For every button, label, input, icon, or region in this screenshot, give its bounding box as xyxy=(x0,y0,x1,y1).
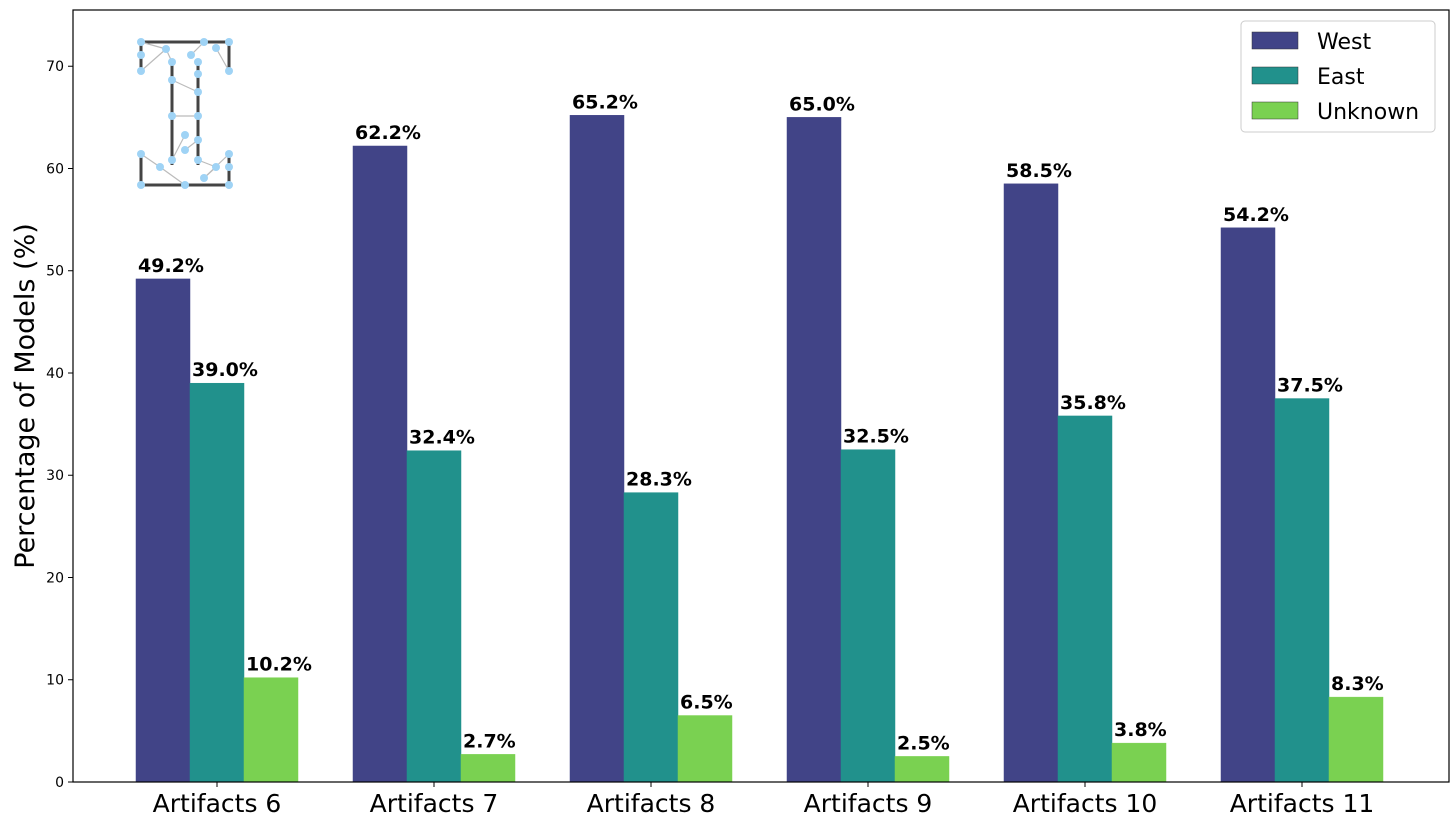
x-tick-label: Artifacts 7 xyxy=(370,789,499,818)
bar-unknown-1 xyxy=(243,677,299,783)
plot-frame xyxy=(72,9,1450,783)
bar-west-4 xyxy=(786,117,842,783)
bars-group xyxy=(135,115,1384,783)
bar-west-3 xyxy=(569,115,625,783)
data-labels-group: 49.2% 39.0% 10.2% 62.2% 32.4% 2.7% 65.2% 28.3% 6… xyxy=(138,91,1384,754)
x-tick-label: Artifacts 10 xyxy=(1013,789,1158,818)
bar-west-1 xyxy=(135,278,191,783)
y-tick-label: 0 xyxy=(55,775,64,791)
network-letter-i-logo xyxy=(137,38,233,189)
data-label: 6.5% xyxy=(680,692,733,714)
data-label: 49.2% xyxy=(138,255,204,277)
bar-east-3 xyxy=(623,492,679,783)
bar-east-1 xyxy=(189,382,245,783)
x-axis-ticks: Artifacts 6 Artifacts 7 Artifacts 8 Artifac… xyxy=(153,782,1375,818)
legend-swatch-west xyxy=(1251,31,1299,50)
data-label: 62.2% xyxy=(355,122,421,144)
legend-label-unknown: Unknown xyxy=(1317,100,1419,125)
data-label: 2.7% xyxy=(463,730,516,752)
bar-west-5 xyxy=(1003,183,1059,783)
data-label: 28.3% xyxy=(626,469,692,491)
y-tick-label: 40 xyxy=(46,366,64,382)
bar-east-5 xyxy=(1057,415,1113,783)
data-label: 37.5% xyxy=(1277,375,1343,397)
data-label: 8.3% xyxy=(1331,673,1384,695)
x-tick-label: Artifacts 9 xyxy=(804,789,933,818)
data-label: 58.5% xyxy=(1006,160,1072,182)
bar-west-6 xyxy=(1220,227,1276,783)
data-label: 39.0% xyxy=(192,359,258,381)
bar-west-2 xyxy=(352,145,408,783)
y-tick-label: 10 xyxy=(46,673,64,689)
legend-swatch-east xyxy=(1251,66,1299,85)
y-axis-title: Percentage of Models (%) xyxy=(10,223,41,569)
x-tick-label: Artifacts 11 xyxy=(1230,789,1375,818)
legend: West East Unknown xyxy=(1240,20,1436,133)
data-label: 54.2% xyxy=(1223,204,1289,226)
legend-label-east: East xyxy=(1317,65,1365,90)
y-tick-label: 60 xyxy=(46,161,64,177)
x-tick-label: Artifacts 6 xyxy=(153,789,282,818)
bar-east-6 xyxy=(1274,398,1330,783)
data-label: 32.4% xyxy=(409,427,475,449)
bar-east-2 xyxy=(406,450,462,783)
legend-label-west: West xyxy=(1317,30,1371,55)
y-tick-label: 70 xyxy=(46,59,64,75)
data-label: 35.8% xyxy=(1060,392,1126,414)
bar-unknown-3 xyxy=(677,715,733,783)
y-tick-label: 30 xyxy=(46,468,64,484)
data-label: 32.5% xyxy=(843,426,909,448)
bar-unknown-6 xyxy=(1328,696,1384,783)
data-label: 65.2% xyxy=(572,91,638,113)
y-axis-ticks: 0 10 20 30 40 50 60 70 xyxy=(46,59,73,791)
data-label: 3.8% xyxy=(1114,719,1167,741)
y-tick-label: 50 xyxy=(46,264,64,280)
bar-east-4 xyxy=(840,449,896,783)
bar-unknown-5 xyxy=(1111,742,1167,783)
bar-unknown-2 xyxy=(460,754,516,783)
x-tick-label: Artifacts 8 xyxy=(587,789,716,818)
data-label: 65.0% xyxy=(789,93,855,115)
data-label: 2.5% xyxy=(897,732,950,754)
data-label: 10.2% xyxy=(246,654,312,676)
y-tick-label: 20 xyxy=(46,570,64,586)
bar-unknown-4 xyxy=(894,756,950,783)
legend-swatch-unknown xyxy=(1251,101,1299,120)
